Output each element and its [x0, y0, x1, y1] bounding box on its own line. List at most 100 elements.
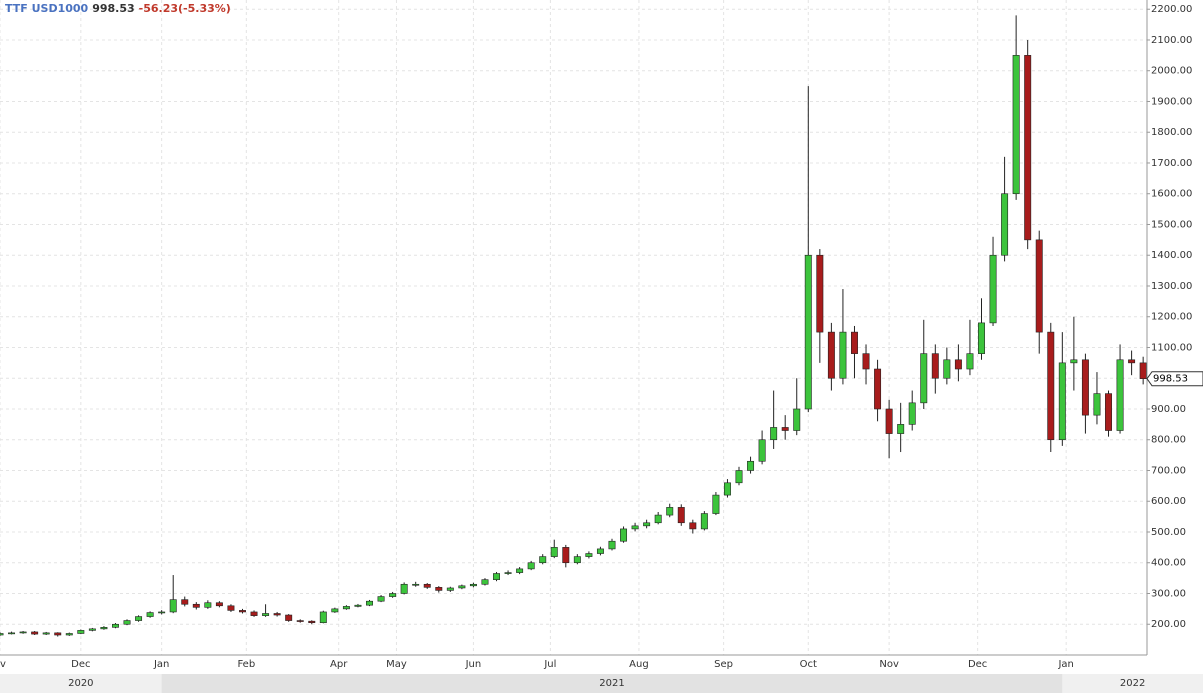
candle-body	[735, 470, 743, 484]
candle-body	[827, 331, 835, 379]
candle-body	[77, 630, 85, 634]
y-tick-label: 1700.00	[1151, 158, 1192, 169]
candle-body	[885, 408, 893, 434]
candle-body	[793, 408, 801, 431]
candle-body	[1001, 193, 1009, 256]
candle-body	[989, 254, 997, 324]
candle-body	[758, 439, 766, 462]
candle-body	[366, 600, 373, 606]
candle-body	[342, 606, 350, 610]
candle-body	[689, 522, 697, 530]
candle-body	[1105, 393, 1112, 431]
candle-body	[262, 613, 270, 616]
candle-body	[654, 514, 662, 524]
candle-body	[250, 611, 258, 616]
candle-body	[504, 572, 512, 574]
year-label: 2022	[1120, 678, 1145, 689]
y-tick-label: 2000.00	[1151, 66, 1192, 77]
candle-body	[296, 620, 304, 622]
candle-body	[1093, 393, 1101, 416]
candle-body	[0, 633, 4, 636]
candle-body	[469, 583, 477, 587]
candle-body	[1012, 55, 1020, 195]
y-tick-label: 1800.00	[1151, 127, 1192, 138]
candle-body	[54, 632, 62, 636]
candle-body	[851, 331, 858, 354]
candle-body	[804, 254, 812, 410]
candle-body	[435, 587, 443, 591]
x-tick-label: Aug	[629, 659, 649, 670]
candle-body	[954, 359, 962, 370]
y-tick-label: 900.00	[1151, 404, 1186, 415]
candle-body	[331, 608, 339, 613]
y-tick-label: 1500.00	[1151, 219, 1192, 230]
candle-body	[8, 632, 16, 635]
candle-body	[135, 616, 143, 621]
candle-body	[920, 353, 928, 404]
y-tick-label: 1300.00	[1151, 281, 1192, 292]
candle-body	[1047, 331, 1055, 441]
candle-body	[978, 322, 985, 354]
candle-body	[192, 603, 200, 608]
candle-body	[1139, 362, 1147, 379]
chart-title: TTF USD1000	[5, 2, 89, 15]
year-band	[161, 674, 1063, 693]
candle-body	[643, 522, 651, 527]
candle-body	[862, 353, 870, 370]
candle-body	[227, 605, 235, 611]
candle-body	[723, 482, 731, 496]
y-tick-label: 300.00	[1151, 588, 1186, 599]
last-price-label: 998.53	[1153, 374, 1188, 385]
x-tick-label: v	[0, 659, 6, 670]
candle-body	[620, 528, 628, 542]
candle-body	[493, 573, 500, 580]
x-tick-label: Sep	[714, 659, 733, 670]
candle-body	[770, 427, 778, 441]
candle-body	[596, 548, 604, 554]
candle-body	[897, 424, 905, 434]
x-tick-label: Dec	[968, 659, 987, 670]
candle-body	[1024, 55, 1032, 241]
x-tick-label: Apr	[330, 659, 348, 670]
candles	[0, 15, 1147, 637]
candle-body	[908, 402, 916, 425]
y-tick-label: 500.00	[1151, 527, 1186, 538]
candle-body	[88, 628, 96, 631]
last-price-tag	[1146, 371, 1203, 387]
candle-body	[308, 620, 316, 624]
candle-body	[354, 604, 362, 607]
candle-body	[19, 631, 27, 634]
candle-body	[700, 513, 708, 530]
candle-body	[285, 614, 293, 621]
x-tick-label: Feb	[237, 659, 255, 670]
candle-body	[412, 583, 420, 586]
y-tick-label: 1100.00	[1151, 342, 1192, 353]
candle-body	[215, 602, 223, 607]
y-tick-label: 1400.00	[1151, 250, 1192, 261]
candle-body	[816, 254, 824, 333]
candle-body	[423, 583, 431, 588]
y-tick-label: 1600.00	[1151, 189, 1192, 200]
candle-body	[204, 602, 212, 608]
x-tick-label: May	[386, 659, 407, 670]
candle-body	[608, 540, 616, 550]
price-change: -56.23(-5.33%)	[139, 2, 231, 15]
x-tick-label: Jan	[153, 659, 169, 670]
candle-body	[1035, 239, 1043, 333]
candle-body	[562, 547, 570, 564]
candle-body	[839, 331, 847, 379]
candle-body	[585, 553, 593, 557]
year-band	[1062, 674, 1203, 693]
candle-body	[931, 353, 939, 379]
candle-body	[1058, 362, 1066, 441]
y-tick-label: 700.00	[1151, 465, 1186, 476]
y-tick-label: 1200.00	[1151, 312, 1192, 323]
candle-body	[573, 556, 581, 564]
y-tick-label: 200.00	[1151, 619, 1186, 630]
y-tick-label: 2200.00	[1151, 4, 1192, 15]
year-band	[0, 674, 162, 693]
y-tick-label: 600.00	[1151, 496, 1186, 507]
candle-body	[111, 623, 119, 628]
